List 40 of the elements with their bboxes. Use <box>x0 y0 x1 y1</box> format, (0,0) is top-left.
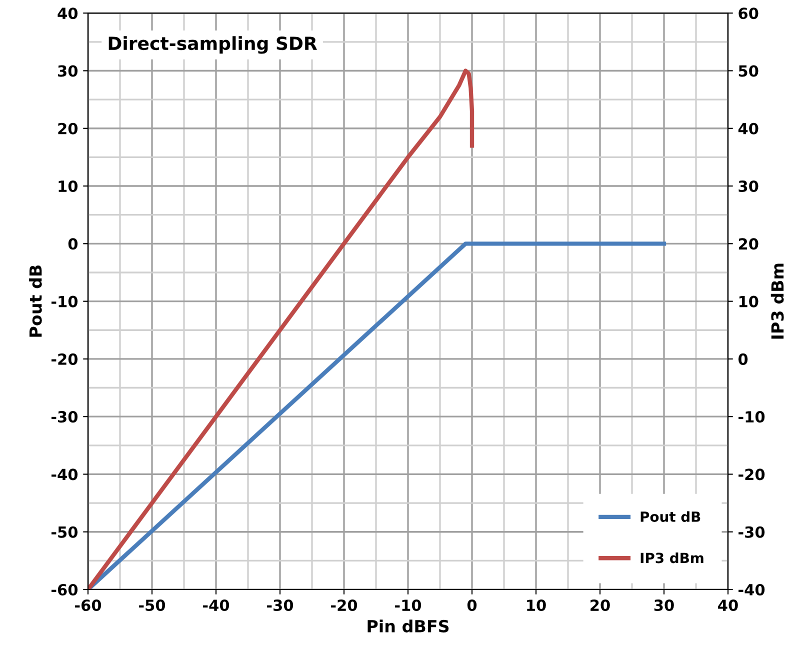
text: Direct-sampling SDR <box>108 36 317 54</box>
y2-tick-label: 30 <box>738 180 758 192</box>
y-tick-label: 10 <box>58 180 78 192</box>
y2-tick-label: -20 <box>738 468 765 480</box>
line-series <box>88 68 474 590</box>
y2-tick-label: 60 <box>738 8 758 20</box>
y-tick-label: -20 <box>52 353 78 365</box>
y-tick-label: 0 <box>68 238 78 250</box>
y-axis-title: Pout dB <box>28 266 42 337</box>
x-tick-label: 20 <box>590 599 610 612</box>
y2-axis-title: IP3 dBm <box>770 264 784 339</box>
x-tick-label: 0 <box>467 599 477 612</box>
y2-tick-label: 50 <box>738 65 758 77</box>
legend-label: IP3 dBm <box>640 552 704 564</box>
y2-tick-label: -40 <box>738 584 765 596</box>
legend-label: Pout dB <box>640 511 700 522</box>
x-tick-label: 40 <box>718 599 738 612</box>
y-tick-label: 20 <box>58 122 78 134</box>
y-tick-label: 40 <box>58 8 78 20</box>
y-tick-label: 30 <box>58 65 78 77</box>
x-tick-label: 10 <box>527 599 546 612</box>
y2-tick-label: -30 <box>738 526 765 538</box>
y2-tick-label: 10 <box>739 296 758 308</box>
x-tick-label: -50 <box>139 599 166 612</box>
y2-tick-label: 40 <box>738 122 758 134</box>
y-tick-label: -40 <box>52 468 78 480</box>
x-tick-label: -20 <box>331 599 358 612</box>
y-tick-label: -50 <box>52 526 78 538</box>
x-tick-label: -10 <box>395 599 422 612</box>
x-tick-label: -60 <box>75 599 102 612</box>
y2-tick-label: 20 <box>738 238 758 250</box>
y-tick-label: -60 <box>52 584 78 596</box>
y2-tick-label: 0 <box>738 353 748 365</box>
x-tick-label: -40 <box>203 599 230 612</box>
x-axis-title: Pin dBFS <box>368 620 449 632</box>
y2-tick-label: -10 <box>738 411 765 423</box>
x-tick-label: -30 <box>267 599 294 612</box>
y-tick-label: -10 <box>52 296 78 308</box>
y-tick-label: -30 <box>52 411 78 423</box>
x-tick-label: 30 <box>654 599 674 612</box>
